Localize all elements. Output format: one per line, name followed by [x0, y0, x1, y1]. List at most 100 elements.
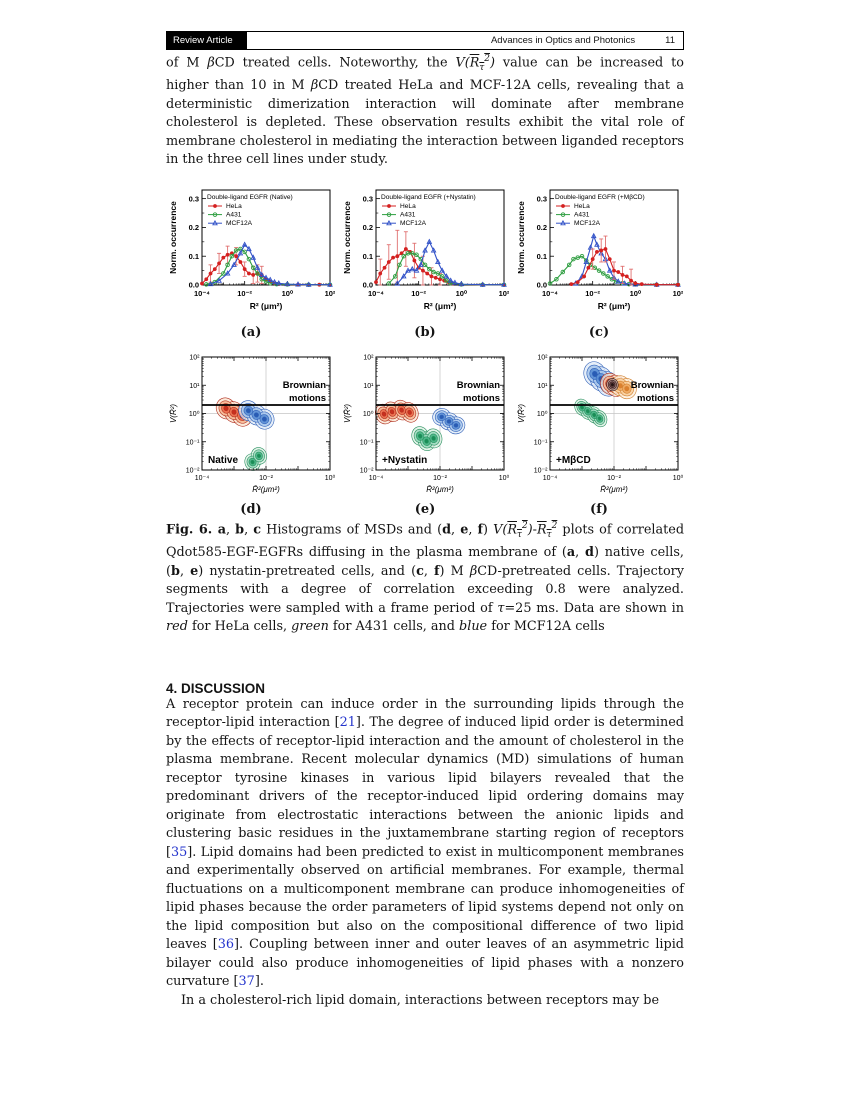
svg-text:R² (μm²): R² (μm²)	[424, 301, 457, 311]
text-segment: for HeLa cells,	[187, 619, 292, 635]
svg-text:10⁻¹: 10⁻¹	[186, 439, 200, 446]
text-segment: plots of correlated Qdot585-EGF-EGFRs di…	[166, 522, 685, 561]
svg-text:0.0: 0.0	[189, 281, 199, 290]
panel-d: 10⁻⁴ 10⁻² 10⁰ 10² 10¹ 10⁰ 10⁻¹ 10⁻² R̄²(μm²) V(R̄…	[166, 352, 336, 517]
text-segment: CD treated cells. Noteworthy, the	[214, 55, 456, 71]
figure-row-histograms: 10⁻⁴ 10⁻² 10⁰ 10² 0.0 0.1 0.2 0.3 R² (μm²) Norm. …	[166, 185, 684, 340]
svg-text:R̄²(μm²): R̄²(μm²)	[600, 485, 628, 494]
svg-text:0.3: 0.3	[363, 194, 373, 203]
svg-text:0.3: 0.3	[537, 194, 547, 203]
text-segment: d	[585, 545, 594, 561]
svg-text:10²: 10²	[537, 354, 548, 361]
panel-label-b: (b)	[414, 324, 436, 340]
panel-label-e: (e)	[414, 501, 436, 517]
svg-text:MCF12A: MCF12A	[574, 220, 601, 227]
svg-text:10⁰: 10⁰	[363, 410, 374, 418]
svg-text:10⁻⁴: 10⁻⁴	[542, 289, 558, 298]
svg-text:V(R̄²): V(R̄²)	[169, 403, 178, 422]
text-segment: d	[442, 522, 452, 538]
section-heading-discussion: 4. DISCUSSION	[166, 680, 266, 696]
svg-text:motions: motions	[463, 393, 500, 404]
svg-text:R̄²(μm²): R̄²(μm²)	[426, 485, 454, 494]
panel-a: 10⁻⁴ 10⁻² 10⁰ 10² 0.0 0.1 0.2 0.3 R² (μm²) Norm. …	[166, 185, 336, 340]
text-segment: )	[483, 522, 494, 538]
svg-text:Brownian: Brownian	[631, 380, 674, 391]
text-segment: β	[310, 78, 319, 94]
svg-text:10⁻²: 10⁻²	[534, 467, 548, 474]
text-segment: c	[416, 563, 424, 579]
text-segment: ].	[254, 974, 264, 990]
svg-text:10⁰: 10⁰	[325, 474, 335, 482]
reference-link[interactable]: 21	[339, 715, 356, 731]
svg-text:10¹: 10¹	[363, 383, 374, 390]
svg-text:Native: Native	[208, 455, 238, 466]
text-segment: ) M	[439, 563, 470, 579]
text-segment: blue	[459, 619, 488, 635]
svg-text:10¹: 10¹	[189, 383, 200, 390]
text-segment: e	[460, 522, 469, 538]
panel-e: 10⁻⁴ 10⁻² 10⁰ 10² 10¹ 10⁰ 10⁻¹ 10⁻² R̄²(μm²) V(R̄…	[340, 352, 510, 517]
journal-title: Advances in Optics and Photonics	[490, 35, 636, 46]
svg-text:Double-ligand EGFR (+Nystatin): Double-ligand EGFR (+Nystatin)	[381, 194, 476, 201]
text-segment: a	[566, 545, 576, 561]
svg-text:Norm. occurrence: Norm. occurrence	[168, 201, 178, 274]
text-segment: for A431 cells, and	[328, 619, 460, 635]
panel-label-a: (a)	[240, 324, 262, 340]
svg-text:10⁰: 10⁰	[630, 289, 642, 298]
svg-text:HeLa: HeLa	[574, 203, 590, 210]
text-segment: β	[469, 563, 478, 579]
svg-text:V(R̄²): V(R̄²)	[517, 403, 526, 422]
text-segment: τ	[497, 600, 505, 616]
text-segment: ) native cells, (	[166, 545, 684, 579]
panel-label-d: (d)	[240, 501, 262, 517]
figure-caption: Fig. 6. a, b, c Histograms of MSDs and (…	[166, 517, 684, 637]
svg-text:10⁻⁴: 10⁻⁴	[195, 475, 210, 482]
figure-row-contours: 10⁻⁴ 10⁻² 10⁰ 10² 10¹ 10⁰ 10⁻¹ 10⁻² R̄²(μm²) V(R̄…	[166, 352, 684, 517]
text-segment: CD-pretreated cells. Trajectory segments…	[166, 563, 684, 616]
svg-text:10²: 10²	[189, 354, 200, 361]
text-segment: R	[536, 522, 547, 538]
panel-label-f: (f)	[590, 501, 608, 517]
svg-text:10²: 10²	[325, 289, 335, 298]
reference-link[interactable]: 35	[171, 844, 188, 860]
svg-text:0.2: 0.2	[363, 223, 373, 232]
svg-text:10⁻⁴: 10⁻⁴	[369, 475, 384, 482]
svg-text:10⁰: 10⁰	[282, 289, 294, 298]
text-segment: )	[489, 55, 495, 71]
svg-text:0.1: 0.1	[537, 252, 547, 261]
text-segment: for MCF12A cells	[487, 619, 605, 635]
text-segment: 2	[521, 520, 528, 531]
panel-c: 10⁻⁴ 10⁻² 10⁰ 10² 0.0 0.1 0.2 0.3 R² (μm²) Norm. …	[514, 185, 684, 340]
svg-text:Double-ligand EGFR (Native): Double-ligand EGFR (Native)	[207, 194, 293, 201]
reference-link[interactable]: 37	[238, 974, 255, 990]
svg-text:10⁻⁴: 10⁻⁴	[194, 289, 210, 298]
text-segment: e	[190, 563, 199, 579]
text-segment: ,	[423, 563, 435, 579]
histogram-a: 10⁻⁴ 10⁻² 10⁰ 10² 0.0 0.1 0.2 0.3 R² (μm²) Norm. …	[168, 189, 335, 311]
histogram-c: 10⁻⁴ 10⁻² 10⁰ 10² 0.0 0.1 0.2 0.3 R² (μm²) Norm. …	[516, 189, 683, 311]
svg-text:10⁻²: 10⁻²	[259, 475, 273, 482]
text-segment: green	[291, 619, 329, 635]
text-segment: V(	[455, 55, 470, 71]
text-segment: CD treated HeLa and MCF-12A cells, revea…	[166, 78, 684, 168]
svg-text:A431: A431	[226, 211, 242, 218]
svg-text:MCF12A: MCF12A	[226, 220, 253, 227]
text-segment: ]. Coupling between inner and outer leav…	[166, 937, 684, 990]
svg-text:10⁻¹: 10⁻¹	[360, 439, 374, 446]
svg-text:MCF12A: MCF12A	[400, 220, 427, 227]
svg-text:Norm. occurrence: Norm. occurrence	[516, 201, 526, 274]
svg-text:10²: 10²	[363, 354, 374, 361]
reference-link[interactable]: 36	[217, 937, 235, 953]
svg-text:10⁻⁴: 10⁻⁴	[368, 289, 384, 298]
text-segment: β	[207, 55, 215, 71]
svg-text:10⁻¹: 10⁻¹	[534, 439, 548, 446]
svg-text:motions: motions	[289, 393, 326, 404]
text-segment: ,	[468, 522, 478, 538]
svg-text:10²: 10²	[673, 289, 683, 298]
svg-text:10⁰: 10⁰	[499, 474, 509, 482]
svg-text:Brownian: Brownian	[457, 380, 500, 391]
text-segment: ,	[575, 545, 586, 561]
svg-text:Double-ligand EGFR (+MβCD): Double-ligand EGFR (+MβCD)	[555, 194, 645, 201]
svg-text:10⁻⁴: 10⁻⁴	[543, 475, 558, 482]
text-segment: 2	[551, 520, 558, 531]
